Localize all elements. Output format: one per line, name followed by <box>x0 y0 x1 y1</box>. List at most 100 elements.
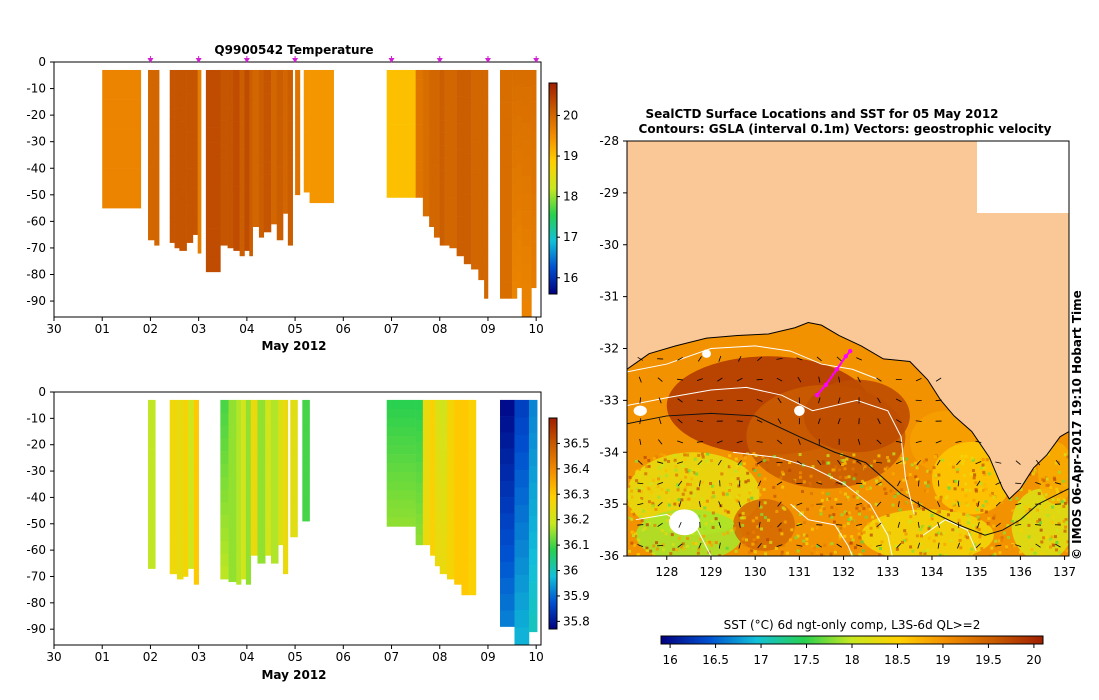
profile-cell <box>276 130 284 144</box>
profile-cell <box>197 240 202 254</box>
sst-pixel <box>734 549 738 553</box>
profile-cell <box>241 476 247 490</box>
profile-cell <box>278 410 284 421</box>
profile-cell <box>521 140 532 159</box>
velocity-vector <box>718 542 721 549</box>
profile-cell <box>303 87 310 97</box>
x-tick-label: 128 <box>655 565 678 579</box>
profile-cell <box>239 202 245 217</box>
profile-cell <box>102 139 142 150</box>
profile-cell <box>514 417 530 436</box>
profile-cell <box>528 433 538 450</box>
sst-pixel <box>984 510 988 514</box>
profile-cell <box>500 561 515 579</box>
sst-pixel <box>691 541 695 545</box>
profile-cell <box>309 69 334 80</box>
profile-cell <box>514 522 530 541</box>
sst-pixel <box>949 509 953 513</box>
profile-cell <box>439 437 448 450</box>
profile-cell <box>531 272 537 289</box>
profile-cell <box>434 542 441 555</box>
velocity-vector <box>639 418 642 425</box>
velocity-vector <box>857 438 861 445</box>
sst-pixel <box>961 462 965 466</box>
profile-cell <box>154 69 160 83</box>
sst-pixel <box>764 552 768 556</box>
sst-pixel <box>896 516 900 520</box>
sst-pixel <box>742 454 746 458</box>
sst-pixel <box>939 495 943 499</box>
profile-cell <box>263 220 272 233</box>
sst-pixel <box>660 487 664 491</box>
sst-pixel <box>667 459 671 463</box>
profile-cell <box>197 148 202 162</box>
profile-cell <box>183 412 189 426</box>
profile-cell <box>244 211 250 226</box>
surface-marker <box>243 58 250 63</box>
salinity-panel: 30 01 02 03 04 05 06 07 08 09 10 0-10-20-30-40-50-… <box>26 385 589 682</box>
sst-pixel <box>769 525 773 529</box>
profile-cell <box>192 81 198 94</box>
profile-cell <box>169 511 178 525</box>
sst-pixel <box>628 553 632 556</box>
sst-pixel <box>734 469 738 473</box>
sst-pixel <box>819 508 823 512</box>
y-tick-label: -35 <box>599 497 619 511</box>
profile-cell <box>514 627 530 646</box>
profile-cell <box>174 235 180 249</box>
profile-cell <box>169 193 175 206</box>
sst-pixel <box>1042 536 1046 540</box>
sst-pixel <box>886 532 890 536</box>
profile-cell <box>439 82 445 96</box>
velocity-vector <box>818 376 821 383</box>
profile-cell <box>461 441 469 456</box>
x-tick-label: 07 <box>384 650 399 664</box>
sst-pixel <box>735 495 739 499</box>
profile-cell <box>446 399 455 414</box>
surface-marker <box>484 58 491 63</box>
profile-cell <box>169 399 178 413</box>
colorbar-tick-label: 35.8 <box>563 614 590 628</box>
profile-cell <box>478 234 485 251</box>
profile-cell <box>516 209 523 226</box>
profile-cell <box>263 104 272 117</box>
profile-cell <box>531 225 537 242</box>
sst-pixel <box>834 497 838 501</box>
sst-pixel <box>900 540 904 544</box>
profile-cell <box>228 503 237 518</box>
sst-pixel <box>832 478 836 482</box>
sst-pixel <box>710 519 714 523</box>
profile-cell <box>500 497 515 514</box>
sst-pixel <box>904 538 908 542</box>
profile-cell <box>422 493 431 504</box>
velocity-vector <box>657 461 664 464</box>
profile-cell <box>461 469 469 484</box>
sst-pixel <box>867 504 871 508</box>
sst-pixel <box>674 465 678 469</box>
colorbar-tick-label: 36.4 <box>563 462 590 476</box>
profile-cell <box>521 193 532 212</box>
sst-pixel <box>773 494 777 498</box>
profile-cell <box>514 504 530 523</box>
sst-pixel <box>756 525 760 529</box>
profile-cell <box>169 156 175 169</box>
profile-cell <box>500 69 513 87</box>
profile-cell <box>276 142 284 156</box>
profile-cell <box>245 492 252 506</box>
profile-cell <box>245 518 252 532</box>
velocity-vector <box>637 524 644 526</box>
sst-pixel <box>900 488 904 492</box>
profile-cell <box>516 241 523 257</box>
profile-cell <box>290 517 298 528</box>
velocity-vector <box>975 461 982 465</box>
profile-cell <box>148 106 155 119</box>
sst-pixel <box>941 554 945 556</box>
y-tick-label: -60 <box>26 214 46 228</box>
profile-cell <box>245 465 252 480</box>
profile-cell <box>244 69 250 84</box>
sst-pixel <box>866 485 870 489</box>
sst-pixel <box>1034 470 1038 474</box>
profile-cell <box>249 136 253 150</box>
y-tick-label: -20 <box>26 438 46 452</box>
sst-pixel <box>652 456 656 460</box>
